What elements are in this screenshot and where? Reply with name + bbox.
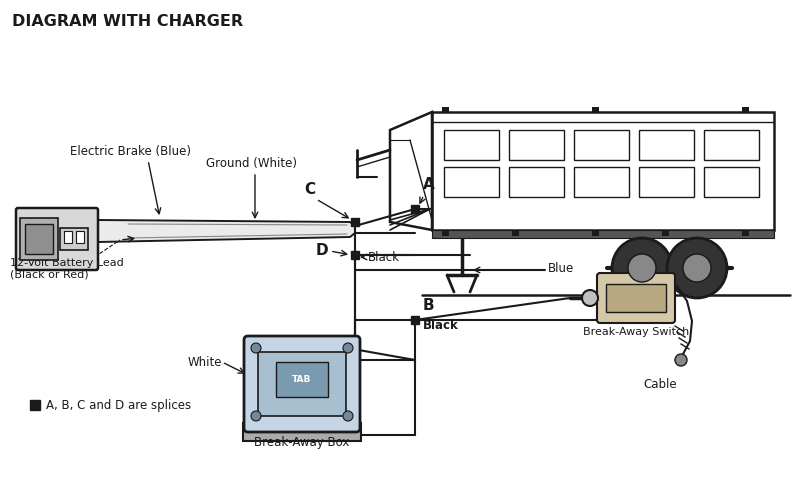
Bar [574, 130, 629, 160]
FancyBboxPatch shape [597, 273, 675, 323]
Circle shape [343, 411, 353, 421]
Bar [592, 107, 599, 112]
Bar [76, 231, 84, 243]
Bar [60, 228, 88, 250]
Bar [258, 352, 346, 416]
Bar [444, 167, 499, 197]
Circle shape [628, 254, 656, 282]
Bar [444, 130, 499, 160]
Bar [704, 130, 759, 160]
Bar [742, 107, 749, 112]
Bar [704, 167, 759, 197]
Text: Ground (White): Ground (White) [206, 157, 298, 170]
Text: Cable: Cable [643, 378, 677, 391]
Bar [442, 107, 449, 112]
Bar [243, 423, 361, 441]
Bar [442, 231, 449, 236]
Text: White: White [188, 356, 222, 368]
Bar [742, 231, 749, 236]
Text: Black: Black [423, 318, 458, 332]
Text: 12-Volt Battery Lead
(Black or Red): 12-Volt Battery Lead (Black or Red) [10, 258, 124, 280]
Circle shape [612, 238, 672, 298]
Text: TAB: TAB [292, 374, 312, 384]
FancyBboxPatch shape [244, 336, 360, 432]
Circle shape [343, 343, 353, 353]
Circle shape [251, 411, 261, 421]
Circle shape [683, 254, 711, 282]
Circle shape [675, 354, 687, 366]
Text: A: A [423, 177, 434, 192]
Bar [639, 130, 694, 160]
Bar [351, 251, 359, 259]
Polygon shape [98, 220, 355, 242]
Bar [276, 362, 328, 397]
Text: Break-Away Box: Break-Away Box [254, 436, 350, 449]
Bar [512, 231, 519, 236]
Bar [20, 218, 58, 260]
Bar [351, 218, 359, 226]
Text: Break-Away Switch: Break-Away Switch [583, 327, 689, 337]
Text: Electric Brake (Blue): Electric Brake (Blue) [70, 145, 190, 158]
Bar [662, 231, 669, 236]
Bar [639, 167, 694, 197]
Bar [411, 205, 419, 213]
Text: C: C [305, 182, 315, 197]
Circle shape [582, 290, 598, 306]
Bar [574, 167, 629, 197]
Text: A, B, C and D are splices: A, B, C and D are splices [46, 398, 191, 412]
FancyBboxPatch shape [16, 208, 98, 270]
Bar [592, 231, 599, 236]
Bar [509, 130, 564, 160]
Text: B: B [423, 298, 434, 313]
Text: DIAGRAM WITH CHARGER: DIAGRAM WITH CHARGER [12, 14, 243, 29]
Text: Blue: Blue [548, 262, 574, 274]
Text: D: D [315, 243, 328, 258]
Bar [432, 112, 774, 230]
Circle shape [251, 343, 261, 353]
Bar [25, 224, 53, 254]
Bar [411, 316, 419, 324]
Bar [30, 400, 40, 410]
Bar [64, 231, 72, 243]
Circle shape [667, 238, 727, 298]
Text: Black: Black [368, 250, 400, 264]
Bar [509, 167, 564, 197]
Bar [606, 284, 666, 312]
Bar [432, 230, 774, 238]
